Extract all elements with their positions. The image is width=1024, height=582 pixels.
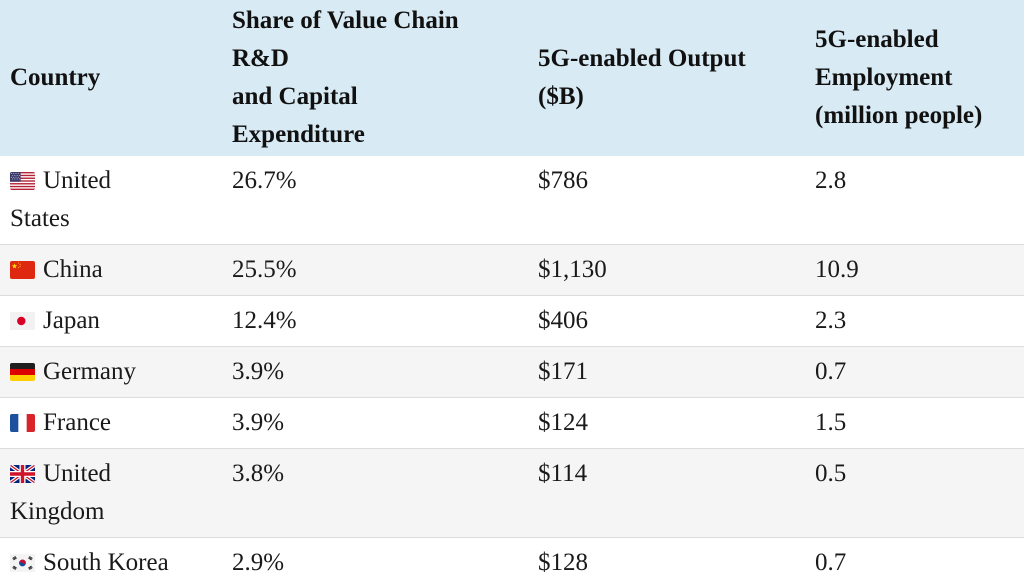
- country-cell: China: [0, 244, 222, 296]
- germany-flag-icon: [10, 363, 35, 381]
- country-label: United States: [10, 167, 112, 232]
- header-row: Country Share of Value Chain R&D and Cap…: [0, 0, 1024, 156]
- country-label: France: [43, 409, 112, 436]
- output-cell: $786: [538, 167, 588, 194]
- share-cell: 26.7%: [232, 167, 297, 194]
- employment-cell: 2.3: [805, 295, 1024, 347]
- south-korea-flag-icon: [10, 554, 35, 572]
- japan-flag-icon: [10, 312, 35, 330]
- output-cell: $128: [528, 537, 805, 582]
- share-cell: 12.4%: [222, 295, 528, 347]
- output-cell: $114: [528, 448, 805, 538]
- table-row-south-korea: South Korea 2.9% $128 0.7: [0, 537, 1024, 582]
- table-row-japan: Japan 12.4% $406 2.3: [0, 295, 1024, 347]
- china-flag-icon: [10, 261, 35, 279]
- share-cell: 3.8%: [222, 448, 528, 538]
- employment-cell: 2.8: [815, 167, 847, 194]
- country-cell: Japan: [0, 295, 222, 347]
- share-cell: 2.9%: [222, 537, 528, 582]
- table-row-france: France 3.9% $124 1.5: [0, 397, 1024, 449]
- column-header-share: Share of Value Chain R&D and Capital Exp…: [222, 0, 528, 156]
- employment-cell: 0.5: [805, 448, 1024, 538]
- country-label: Japan: [43, 307, 100, 334]
- country-label: United Kingdom: [10, 460, 112, 525]
- share-cell: 3.9%: [222, 397, 528, 449]
- uk-flag-icon: [10, 465, 35, 483]
- country-label: Germany: [43, 358, 137, 385]
- employment-cell: 0.7: [805, 537, 1024, 582]
- employment-cell: 0.7: [805, 346, 1024, 398]
- share-cell: 25.5%: [222, 244, 528, 296]
- output-cell: $406: [528, 295, 805, 347]
- table-row-germany: Germany 3.9% $171 0.7: [0, 346, 1024, 398]
- us-flag-icon: [10, 172, 35, 190]
- table-row-china: China 25.5% $1,130 10.9: [0, 244, 1024, 296]
- employment-cell: 10.9: [805, 244, 1024, 296]
- country-label: China: [43, 256, 103, 283]
- employment-cell: 1.5: [805, 397, 1024, 449]
- output-cell: $171: [528, 346, 805, 398]
- france-flag-icon: [10, 414, 35, 432]
- country-cell: United States: [0, 156, 222, 245]
- column-header-output: 5G-enabled Output ($B): [528, 0, 805, 156]
- country-cell: South Korea: [0, 537, 222, 582]
- table-row-united-kingdom: United Kingdom 3.8% $114 0.5: [0, 448, 1024, 538]
- table-body: United States 26.7% $786 2.8 China: [0, 156, 1024, 582]
- share-cell: 3.9%: [222, 346, 528, 398]
- column-header-country: Country: [0, 0, 222, 156]
- country-label: South Korea: [43, 549, 169, 576]
- output-cell: $124: [528, 397, 805, 449]
- country-cell: France: [0, 397, 222, 449]
- country-cell: Germany: [0, 346, 222, 398]
- table-header: Country Share of Value Chain R&D and Cap…: [0, 0, 1024, 156]
- table-row-united-states: United States 26.7% $786 2.8: [0, 156, 1024, 245]
- output-cell: $1,130: [528, 244, 805, 296]
- country-cell: United Kingdom: [0, 448, 222, 538]
- column-header-employment: 5G-enabled Employment (million people): [805, 0, 1024, 156]
